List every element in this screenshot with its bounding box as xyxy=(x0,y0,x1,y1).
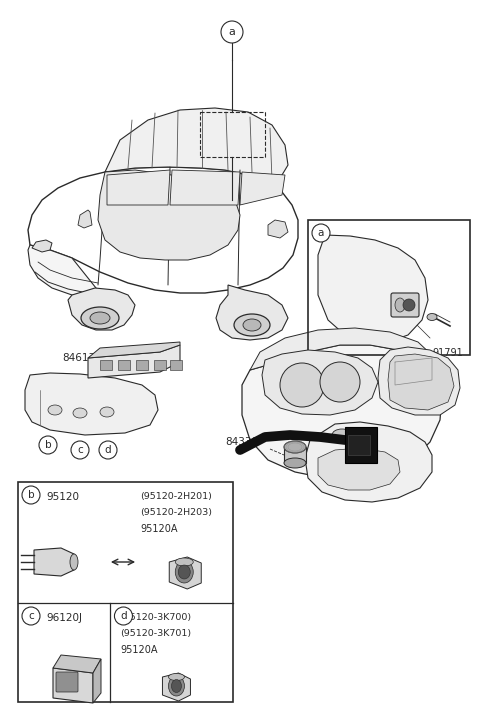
Text: (95120-3K701): (95120-3K701) xyxy=(120,629,192,638)
Bar xyxy=(308,220,470,355)
Ellipse shape xyxy=(234,314,270,336)
Polygon shape xyxy=(53,655,101,673)
Polygon shape xyxy=(68,288,135,330)
FancyBboxPatch shape xyxy=(100,360,112,370)
Polygon shape xyxy=(78,210,92,228)
Ellipse shape xyxy=(284,458,306,468)
FancyBboxPatch shape xyxy=(345,427,377,463)
Circle shape xyxy=(22,486,40,504)
Text: 91791: 91791 xyxy=(432,348,463,358)
Ellipse shape xyxy=(284,441,306,453)
Polygon shape xyxy=(88,342,180,358)
Text: 84330: 84330 xyxy=(225,437,258,447)
Text: d: d xyxy=(105,445,111,455)
Polygon shape xyxy=(105,108,288,182)
Ellipse shape xyxy=(90,312,110,324)
Ellipse shape xyxy=(171,679,181,692)
Polygon shape xyxy=(318,235,428,342)
Circle shape xyxy=(39,436,57,454)
Ellipse shape xyxy=(175,558,193,566)
Text: a: a xyxy=(318,228,324,238)
Polygon shape xyxy=(170,170,240,205)
Text: d: d xyxy=(120,611,127,621)
Ellipse shape xyxy=(48,405,62,415)
Ellipse shape xyxy=(168,676,184,696)
Circle shape xyxy=(403,299,415,311)
Circle shape xyxy=(221,21,243,43)
Ellipse shape xyxy=(100,407,114,417)
Text: 95120: 95120 xyxy=(46,492,79,502)
FancyBboxPatch shape xyxy=(118,360,130,370)
Text: b: b xyxy=(28,490,34,500)
Polygon shape xyxy=(240,172,285,205)
Polygon shape xyxy=(169,557,201,589)
Text: (95120-2H203): (95120-2H203) xyxy=(141,508,213,517)
Polygon shape xyxy=(162,673,191,701)
FancyBboxPatch shape xyxy=(170,360,182,370)
Ellipse shape xyxy=(332,429,352,441)
Polygon shape xyxy=(32,240,52,252)
Text: c: c xyxy=(77,445,83,455)
Circle shape xyxy=(71,441,89,459)
FancyBboxPatch shape xyxy=(391,293,419,317)
Text: (95120-3K700): (95120-3K700) xyxy=(120,613,192,622)
Polygon shape xyxy=(242,345,442,478)
Polygon shape xyxy=(378,347,460,415)
Polygon shape xyxy=(88,345,180,378)
Text: 84613R: 84613R xyxy=(62,353,102,363)
Polygon shape xyxy=(284,447,306,463)
FancyBboxPatch shape xyxy=(348,435,370,455)
Bar xyxy=(200,112,265,157)
Polygon shape xyxy=(98,170,240,260)
Polygon shape xyxy=(262,350,378,415)
Polygon shape xyxy=(268,220,288,238)
Text: 93560: 93560 xyxy=(378,345,409,355)
Polygon shape xyxy=(53,668,93,703)
Text: 95120A: 95120A xyxy=(120,645,158,655)
FancyBboxPatch shape xyxy=(56,672,78,692)
Ellipse shape xyxy=(178,565,190,579)
Polygon shape xyxy=(28,245,100,300)
Polygon shape xyxy=(216,285,288,340)
Ellipse shape xyxy=(73,408,87,418)
Circle shape xyxy=(22,607,40,625)
Ellipse shape xyxy=(427,314,437,321)
Ellipse shape xyxy=(168,674,184,680)
Ellipse shape xyxy=(81,307,119,329)
Circle shape xyxy=(99,441,117,459)
Bar xyxy=(18,482,233,702)
FancyBboxPatch shape xyxy=(154,360,166,370)
Circle shape xyxy=(280,363,324,407)
Text: b: b xyxy=(45,440,51,450)
Text: 96120J: 96120J xyxy=(46,613,82,623)
Ellipse shape xyxy=(243,319,261,331)
Ellipse shape xyxy=(175,561,193,583)
Polygon shape xyxy=(25,373,158,435)
Polygon shape xyxy=(28,167,298,293)
Circle shape xyxy=(320,362,360,402)
Polygon shape xyxy=(93,659,101,703)
Text: 95120A: 95120A xyxy=(141,524,178,534)
Polygon shape xyxy=(250,328,442,375)
Ellipse shape xyxy=(395,298,405,312)
Polygon shape xyxy=(305,422,432,502)
Ellipse shape xyxy=(70,554,78,570)
Text: a: a xyxy=(228,27,235,37)
Polygon shape xyxy=(107,170,170,205)
Polygon shape xyxy=(318,448,400,490)
Polygon shape xyxy=(34,548,74,576)
Polygon shape xyxy=(388,354,454,410)
Text: 93310D: 93310D xyxy=(135,348,176,358)
Text: (95120-2H201): (95120-2H201) xyxy=(141,492,213,501)
Text: c: c xyxy=(28,611,34,621)
FancyBboxPatch shape xyxy=(136,360,148,370)
Circle shape xyxy=(114,607,132,625)
Circle shape xyxy=(312,224,330,242)
